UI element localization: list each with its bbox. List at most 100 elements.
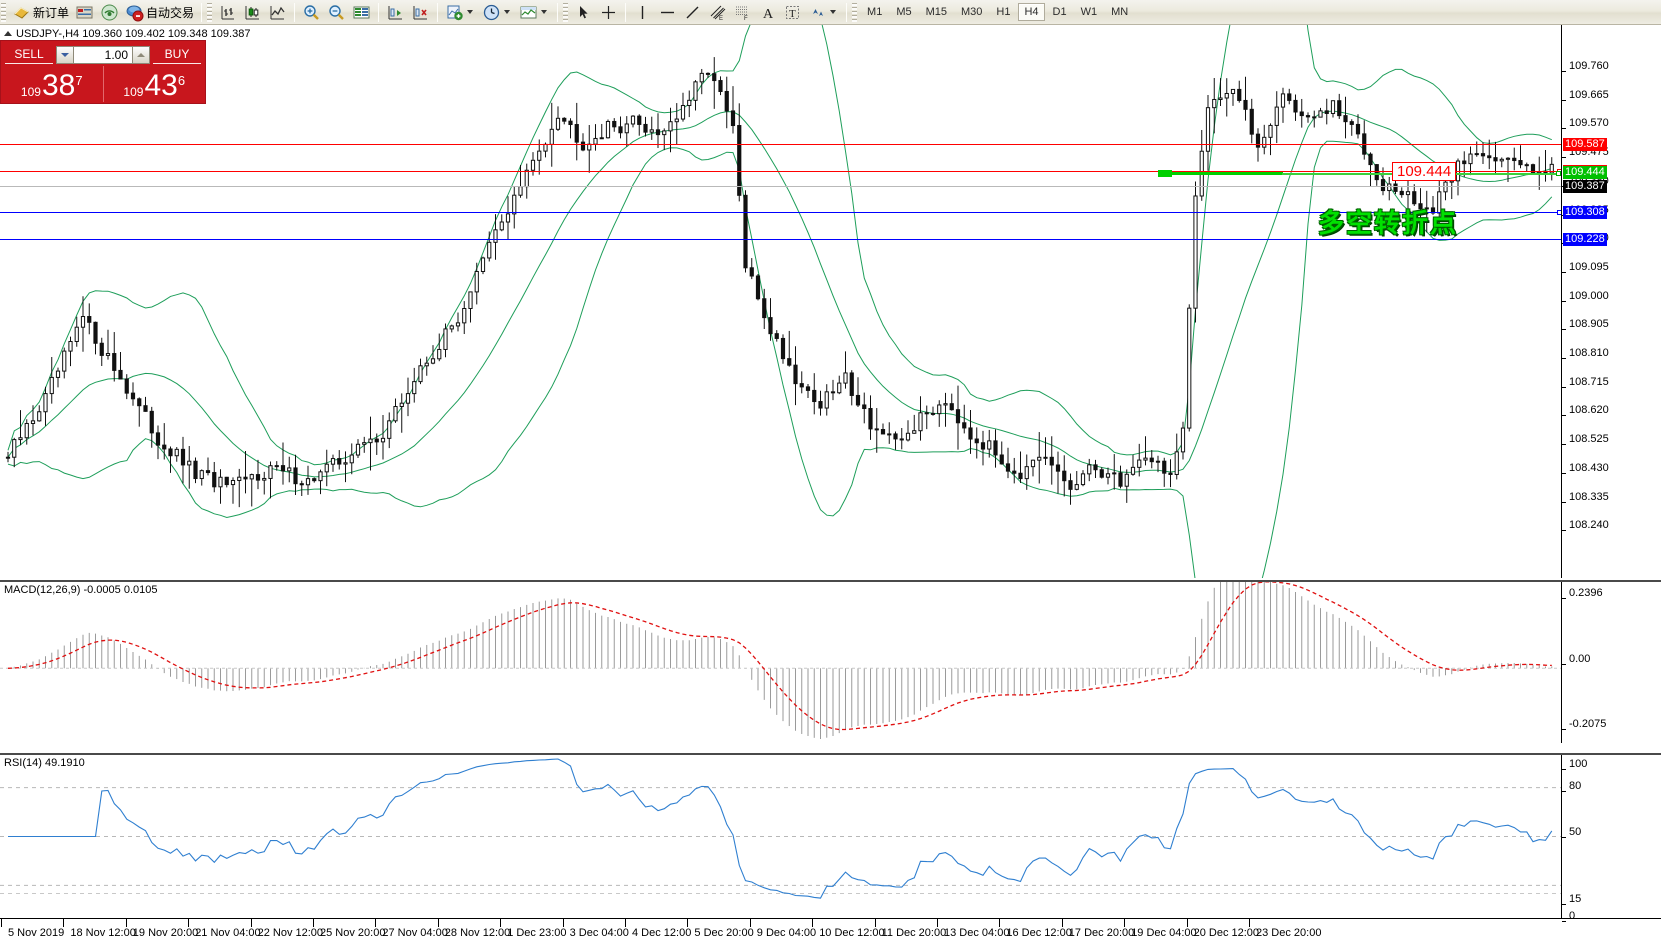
time-tick-label: 19 Nov 20:00 [132, 927, 199, 939]
text-button[interactable]: A [755, 1, 780, 24]
buy-button[interactable]: BUY [153, 47, 201, 64]
rsi-pane[interactable]: RSI(14) 49.1910 100 80 50 15 0 [0, 753, 1661, 922]
text-label-button[interactable]: T [780, 1, 805, 24]
trendline-button[interactable] [680, 1, 705, 24]
toolbar-grip-4[interactable] [852, 2, 858, 22]
crosshair-button[interactable] [596, 1, 621, 24]
macd-scale[interactable]: 0.2396 0.00 -0.2075 [1561, 582, 1661, 743]
timeframe-w1[interactable]: W1 [1080, 6, 1098, 18]
toolbar-grip-2[interactable] [207, 2, 213, 22]
macd-plot[interactable] [0, 582, 1561, 743]
zoom-in-icon [302, 3, 321, 22]
volume-decrease-button[interactable] [56, 46, 74, 64]
candlestick-chart-button[interactable] [240, 1, 265, 24]
shapes-button[interactable] [805, 1, 842, 24]
templates-button[interactable] [516, 1, 553, 24]
time-tick-mark [1249, 919, 1250, 927]
toolbar-grip[interactable] [1, 2, 6, 22]
time-axis[interactable]: 5 Nov 2019 18 Nov 12:00 19 Nov 20:00 21 Nov… [0, 918, 1661, 946]
price-scale[interactable]: 109.760109.665109.570109.475109.380109.2… [1561, 25, 1661, 578]
rsi-tick-100: 100 [1562, 759, 1587, 775]
period-button[interactable] [479, 1, 516, 24]
channel-icon: E [708, 3, 727, 22]
cursor-button[interactable] [571, 1, 596, 24]
macd-header: MACD(12,26,9) -0.0005 0.0105 [4, 584, 158, 596]
green-ray-handle[interactable] [1556, 171, 1561, 176]
volume-input[interactable]: 1.00 [74, 46, 132, 64]
terminal-button[interactable] [72, 1, 97, 24]
time-tick-mark [937, 919, 938, 927]
price-callout-box[interactable]: 109.444 [1392, 162, 1457, 181]
svg-text:E: E [719, 16, 723, 22]
volume-stepper[interactable]: 1.00 [56, 46, 150, 65]
time-tick-label: 1 Dec 23:00 [507, 927, 567, 939]
buy-price[interactable]: 109 43 6 [104, 66, 206, 102]
chart-container[interactable]: USDJPY-,H4 109.360 109.402 109.348 109.3… [0, 25, 1661, 946]
volume-increase-button[interactable] [132, 46, 150, 64]
time-tick-label: 13 Dec 04:00 [944, 927, 1010, 939]
horizontal-line-button[interactable] [655, 1, 680, 24]
timeframe-m1[interactable]: M1 [867, 6, 883, 18]
support-line-109308[interactable] [0, 210, 1561, 215]
data-window-button[interactable] [349, 1, 374, 24]
zoom-in-button[interactable] [299, 1, 324, 24]
autotrading-button[interactable]: 自动交易 [122, 1, 197, 24]
signals-button[interactable] [97, 1, 122, 24]
collapse-triangle-icon[interactable] [4, 31, 12, 36]
indicators-chevron-down-icon[interactable] [467, 10, 474, 14]
macd-plot-graphic [0, 582, 1561, 739]
zoom-out-button[interactable] [324, 1, 349, 24]
svg-text:F: F [744, 16, 748, 22]
rsi-scale[interactable]: 100 80 50 15 0 [1561, 755, 1661, 922]
indicators-button[interactable] [442, 1, 479, 24]
fibonacci-button[interactable]: F [730, 1, 755, 24]
time-tick-label: 28 Nov 12:00 [444, 927, 511, 939]
support-line-109228[interactable] [0, 239, 1561, 240]
resistance-line-109587[interactable] [0, 144, 1561, 145]
sell-price[interactable]: 109 38 7 [1, 66, 104, 102]
autotrading-icon [125, 3, 144, 22]
chart-annotation-text[interactable]: 多空转折点 [1318, 208, 1459, 238]
macd-pane[interactable]: MACD(12,26,9) -0.0005 0.0105 0.2396 0.00… [0, 580, 1661, 743]
green-level-segment[interactable] [1158, 170, 1283, 177]
arrows-icon [808, 3, 827, 22]
terminal-icon [75, 3, 94, 22]
resistance-line-109518[interactable] [0, 169, 1561, 174]
sell-button[interactable]: SELL [5, 47, 53, 64]
buy-price-point: 6 [177, 73, 186, 88]
period-chevron-down-icon[interactable] [504, 10, 511, 14]
data-window-icon [352, 3, 371, 22]
timeframe-m30[interactable]: M30 [961, 6, 983, 18]
timeframe-m5[interactable]: M5 [896, 6, 912, 18]
green-segment-handle[interactable] [1158, 170, 1172, 177]
toolbar-separator-3 [378, 2, 380, 22]
chart-shift-button[interactable] [408, 1, 433, 24]
auto-scroll-button[interactable] [383, 1, 408, 24]
shapes-chevron-down-icon[interactable] [830, 10, 837, 14]
price-plot[interactable]: 109.444 多空转折点 [0, 25, 1561, 578]
timeframe-mn[interactable]: MN [1111, 6, 1129, 18]
bar-chart-button[interactable] [215, 1, 240, 24]
templates-chevron-down-icon[interactable] [541, 10, 548, 14]
vertical-line-button[interactable] [630, 1, 655, 24]
timeframe-d1[interactable]: D1 [1052, 6, 1067, 18]
signal-wave-icon [100, 3, 119, 22]
timeframe-h1[interactable]: H1 [996, 6, 1011, 18]
line-chart-button[interactable] [265, 1, 290, 24]
crosshair-icon [599, 3, 618, 22]
toolbar-grip-3[interactable] [563, 2, 569, 22]
price-tick: 108.525 [1562, 434, 1609, 450]
rsi-plot[interactable] [0, 755, 1561, 918]
timeframe-h4[interactable]: H4 [1018, 3, 1045, 21]
line-handle[interactable] [1557, 210, 1561, 215]
timeframe-m15[interactable]: M15 [925, 6, 947, 18]
new-order-icon [12, 3, 31, 22]
time-tick-mark [1186, 919, 1188, 927]
chevron-up-icon [137, 53, 145, 57]
rsi-tick-15: 15 [1562, 894, 1581, 910]
equidistant-channel-button[interactable]: E [705, 1, 730, 24]
price-pane[interactable]: USDJPY-,H4 109.360 109.402 109.348 109.3… [0, 25, 1661, 578]
new-order-button[interactable]: 新订单 [9, 1, 72, 24]
time-tick-mark [437, 919, 439, 927]
time-tick-mark [500, 919, 502, 927]
